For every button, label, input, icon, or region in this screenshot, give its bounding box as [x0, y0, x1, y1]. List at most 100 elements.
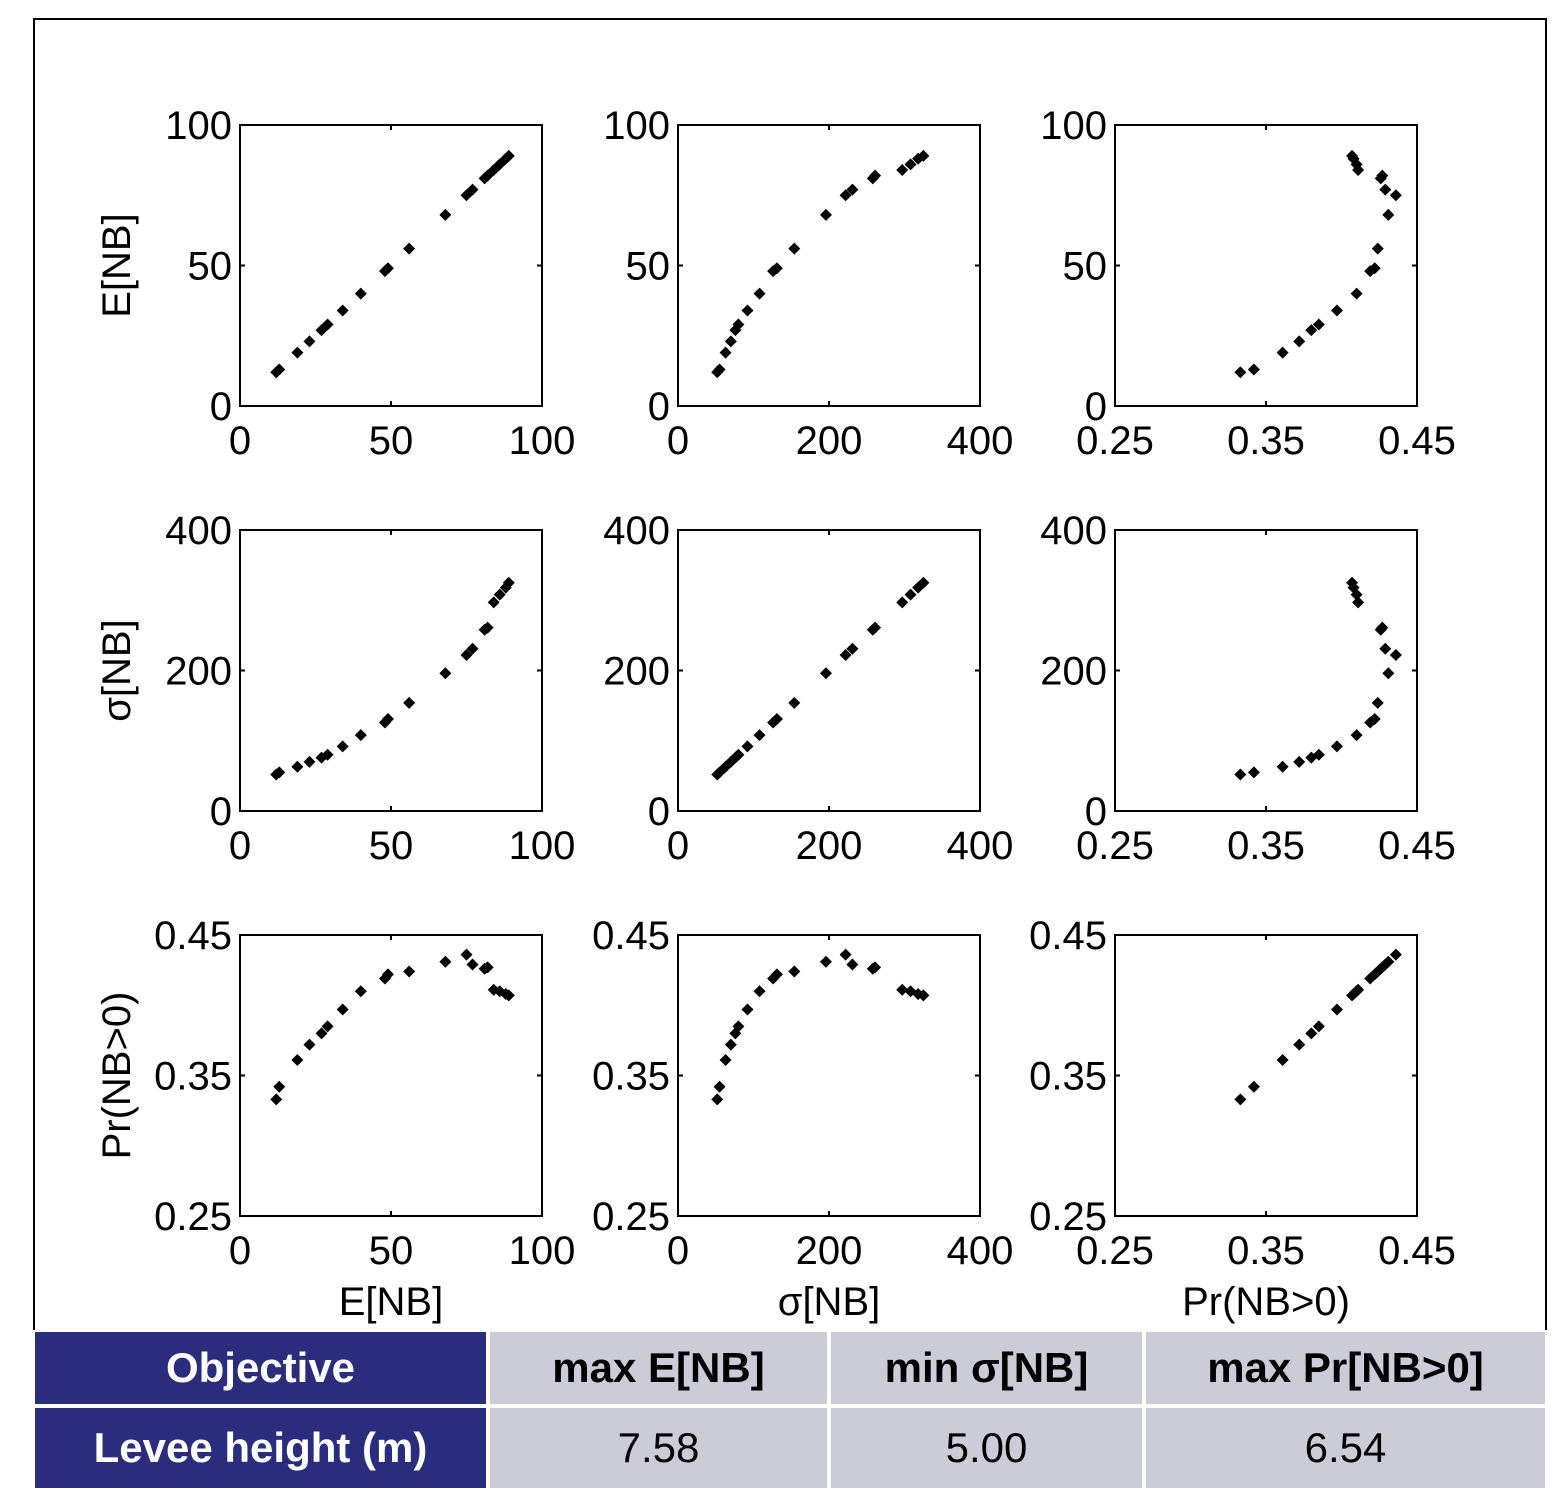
data-point	[1305, 1027, 1318, 1040]
x-tick-label: 400	[947, 824, 1014, 868]
subplot-axes-box	[677, 934, 981, 1217]
data-point	[381, 968, 394, 981]
y-tick-label: 0	[210, 385, 232, 429]
data-point	[1234, 1093, 1247, 1106]
min-sigma-value-cell: 5.00	[829, 1406, 1144, 1490]
data-point	[354, 985, 367, 998]
y-tick-label: 200	[603, 650, 670, 694]
x-tick-label: 200	[796, 1229, 863, 1273]
data-point	[1234, 366, 1247, 379]
x-tick-label: 0.35	[1227, 419, 1305, 463]
data-point	[819, 667, 832, 680]
data-point	[481, 961, 494, 974]
data-point	[381, 712, 394, 725]
data-point	[1234, 768, 1247, 781]
objective-header-cell: Objective	[33, 1330, 488, 1406]
data-point	[403, 242, 416, 255]
subplot-r2-c1: 00.25 200 0.35 400 0.45	[592, 914, 1013, 1273]
data-point	[1382, 667, 1395, 680]
data-point	[354, 729, 367, 742]
data-point	[1371, 696, 1384, 709]
table-header-row: Objective max E[NB] min σ[NB] max Pr[NB>…	[33, 1330, 1547, 1406]
data-point	[487, 596, 500, 609]
levee-height-label-cell: Levee height (m)	[33, 1406, 488, 1490]
y-tick-label: 0	[210, 790, 232, 834]
data-point	[502, 149, 515, 162]
subplot-axes-box	[677, 124, 981, 407]
data-point	[846, 642, 859, 655]
data-point	[1379, 183, 1392, 196]
data-point	[846, 183, 859, 196]
data-point	[753, 729, 766, 742]
data-point	[303, 1038, 316, 1051]
data-point	[788, 965, 801, 978]
data-point	[1247, 1080, 1260, 1093]
data-point	[1276, 346, 1289, 359]
data-point	[381, 262, 394, 275]
data-point	[1305, 324, 1318, 337]
y-tick-label: 200	[165, 650, 232, 694]
y-tick-label: 400	[165, 509, 232, 553]
data-point	[1376, 169, 1389, 182]
data-point	[1312, 1020, 1325, 1033]
data-point	[1330, 1003, 1343, 1016]
x-tick-label: 0.25	[1076, 419, 1154, 463]
data-point	[724, 1038, 737, 1051]
y-tick-label: 50	[1063, 245, 1108, 289]
x-tick-label: 0.45	[1378, 1229, 1456, 1273]
subplot-r2-c2: 0.250.25 0.35 0.35 0.45 0.45	[1029, 914, 1456, 1273]
x-axis-label: σ[NB]	[778, 1280, 880, 1324]
x-axis-label: Pr(NB>0)	[1182, 1280, 1350, 1324]
data-point	[1389, 189, 1402, 202]
data-point	[321, 318, 334, 331]
data-point	[1389, 649, 1402, 662]
data-point	[1293, 335, 1306, 348]
data-point	[896, 163, 909, 176]
data-point	[917, 576, 930, 589]
data-point	[839, 948, 852, 961]
x-tick-label: 0	[667, 419, 689, 463]
data-point	[770, 262, 783, 275]
y-tick-label: 0.45	[592, 914, 670, 958]
max-enb-header-cell: max E[NB]	[488, 1330, 829, 1406]
y-tick-label: 0.25	[592, 1195, 670, 1239]
x-tick-label: 0	[229, 1229, 251, 1273]
data-point	[291, 346, 304, 359]
data-point	[1276, 760, 1289, 773]
data-point	[1368, 712, 1381, 725]
data-point	[439, 667, 452, 680]
y-tick-label: 0.45	[1029, 914, 1107, 958]
data-point	[291, 760, 304, 773]
data-point	[839, 649, 852, 662]
table-data-row: Levee height (m) 7.58 5.00 6.54	[33, 1406, 1547, 1490]
data-point	[354, 287, 367, 300]
data-point	[1330, 304, 1343, 317]
data-point	[336, 304, 349, 317]
max-enb-value-cell: 7.58	[488, 1406, 829, 1490]
y-tick-label: 100	[165, 104, 232, 148]
data-point	[1293, 755, 1306, 768]
data-point	[1247, 766, 1260, 779]
x-tick-label: 0	[667, 1229, 689, 1273]
data-point	[904, 158, 917, 171]
y-tick-label: 0	[1085, 790, 1107, 834]
data-point	[1371, 242, 1384, 255]
y-tick-label: 50	[626, 245, 671, 289]
data-point	[1312, 318, 1325, 331]
data-point	[819, 208, 832, 221]
subplot-r1-c1: 00 200 200 400 400	[603, 509, 1013, 868]
subplot-r2-c0: 00.25 50 0.35 100 0.45	[154, 914, 575, 1273]
x-tick-label: 200	[796, 824, 863, 868]
data-point	[741, 304, 754, 317]
data-point	[732, 748, 745, 761]
data-point	[1293, 1038, 1306, 1051]
x-tick-label: 400	[947, 419, 1014, 463]
data-point	[896, 983, 909, 996]
data-point	[770, 968, 783, 981]
data-point	[273, 1080, 286, 1093]
data-point	[1379, 642, 1392, 655]
x-tick-label: 100	[509, 419, 576, 463]
data-point	[788, 696, 801, 709]
data-point	[321, 748, 334, 761]
data-point	[466, 183, 479, 196]
